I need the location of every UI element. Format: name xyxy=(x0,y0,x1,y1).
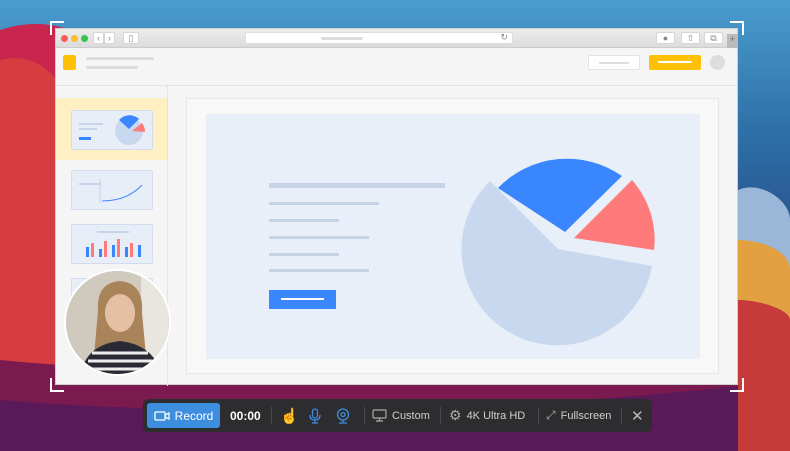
monitor-icon xyxy=(372,409,387,422)
fullscreen-button[interactable]: ⤢ Fullscreen xyxy=(546,399,611,432)
maximize-window-button[interactable] xyxy=(81,35,88,42)
slide-text-line xyxy=(269,269,369,272)
minimize-window-button[interactable] xyxy=(71,35,78,42)
recording-timer: 00:00 xyxy=(230,408,261,423)
microphone-icon xyxy=(309,407,321,424)
slide-thumb-1[interactable] xyxy=(71,110,153,150)
close-window-button[interactable] xyxy=(61,35,68,42)
slide-title-line xyxy=(269,183,445,188)
slide-text-line xyxy=(269,219,339,222)
slide-thumb-2[interactable] xyxy=(71,170,153,210)
webcam-icon xyxy=(336,407,350,424)
slide-text-line xyxy=(269,236,369,239)
address-bar[interactable]: ↻ xyxy=(245,32,513,44)
capture-corner-br[interactable] xyxy=(730,378,744,392)
close-icon: ✕ xyxy=(631,407,644,425)
capture-corner-tr[interactable] xyxy=(730,21,744,35)
pointer-hand-icon: ☝ xyxy=(280,407,299,425)
primary-button[interactable] xyxy=(649,55,701,70)
camera-icon xyxy=(154,411,170,421)
avatar[interactable] xyxy=(710,55,725,70)
download-button[interactable]: ● xyxy=(656,32,675,44)
share-button[interactable]: ⇧ xyxy=(681,32,700,44)
capture-corner-bl[interactable] xyxy=(50,378,64,392)
secondary-button[interactable] xyxy=(588,55,640,70)
pie-slice-blue xyxy=(498,158,622,232)
expand-icon: ⤢ xyxy=(546,408,556,422)
back-button[interactable]: ‹ xyxy=(93,32,104,44)
capture-area-label: Custom xyxy=(392,409,430,422)
recording-toolbar: Record 00:00 ☝ Custom ⚙ 4K Ultra HD ⤢ Fu… xyxy=(143,399,652,432)
slide-thumb-3[interactable] xyxy=(71,224,153,264)
pie-slice-large xyxy=(461,181,652,346)
reload-icon[interactable]: ↻ xyxy=(500,32,508,42)
microphone-button[interactable] xyxy=(309,399,321,432)
forward-button[interactable]: › xyxy=(104,32,115,44)
click-effects-button[interactable]: ☝ xyxy=(280,399,299,432)
webcam-preview[interactable] xyxy=(64,269,171,376)
app-header xyxy=(56,48,737,86)
webcam-button[interactable] xyxy=(336,399,350,432)
gear-icon: ⚙ xyxy=(449,407,462,423)
close-toolbar-button[interactable]: ✕ xyxy=(631,399,644,432)
record-button[interactable]: Record xyxy=(147,403,220,428)
app-logo xyxy=(63,55,76,70)
quality-label: 4K Ultra HD xyxy=(466,409,526,422)
fullscreen-label: Fullscreen xyxy=(560,409,612,422)
capture-corner-tl[interactable] xyxy=(50,21,64,35)
tabs-button[interactable]: ⧉ xyxy=(704,32,723,44)
new-tab-button[interactable]: + xyxy=(727,34,738,48)
record-label: Record xyxy=(174,408,214,423)
slide-text-line xyxy=(269,202,379,205)
pie-slice-red xyxy=(574,180,655,250)
slide-text-line xyxy=(269,253,339,256)
quality-button[interactable]: ⚙ 4K Ultra HD xyxy=(449,399,525,432)
browser-titlebar: ‹ › ▯ ↻ ● ⇧ ⧉ + xyxy=(56,29,738,48)
capture-area-button[interactable]: Custom xyxy=(372,399,430,432)
sidebar-toggle-button[interactable]: ▯ xyxy=(123,32,139,44)
